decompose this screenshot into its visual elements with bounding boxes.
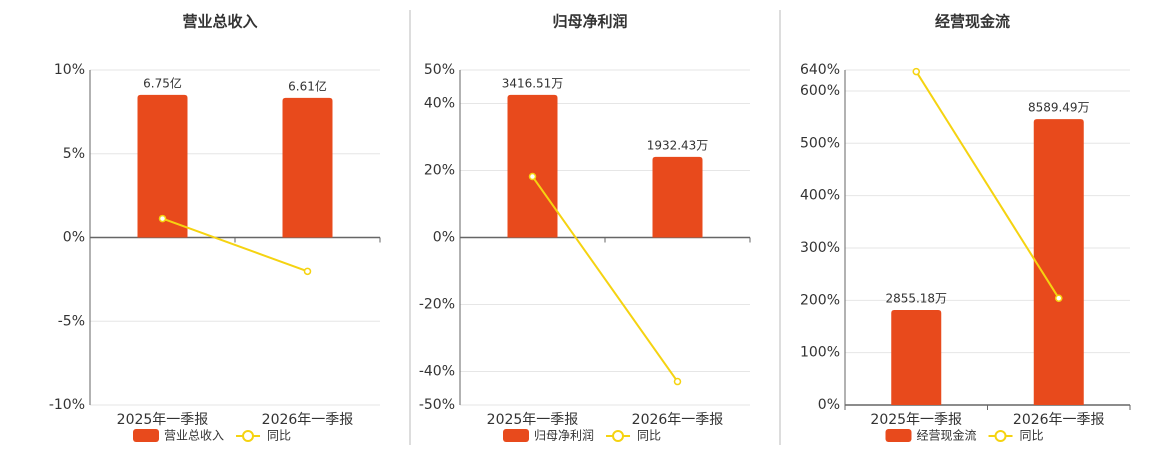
y-tick-label: 100% — [800, 345, 840, 361]
line — [915, 71, 1060, 299]
y-tick-label: 20% — [424, 163, 455, 179]
bar — [137, 94, 188, 238]
x-tick-label: 2026年一季报 — [1013, 412, 1105, 428]
data-label: 1932.43万 — [647, 138, 709, 152]
y-tick-label: 600% — [800, 83, 840, 99]
x-tick-label: 2025年一季报 — [117, 412, 209, 428]
legend-swatch — [503, 429, 529, 442]
y-tick-label: 200% — [800, 292, 840, 308]
line — [531, 175, 679, 383]
bar — [1033, 119, 1084, 406]
y-tick-label: 50% — [424, 62, 455, 78]
legend-label: 同比 — [267, 429, 291, 443]
y-tick-label: -10% — [49, 397, 85, 413]
legend-label: 经营现金流 — [917, 428, 977, 443]
legend-label: 同比 — [637, 429, 661, 443]
y-tick-label: -40% — [419, 364, 455, 380]
chart-title: 归母净利润 — [552, 13, 627, 31]
y-tick-label: 640% — [800, 62, 840, 78]
y-tick-label: -20% — [419, 297, 455, 313]
point — [528, 172, 537, 181]
bar — [507, 94, 558, 238]
x-tick-label: 2026年一季报 — [262, 412, 354, 428]
point — [912, 67, 920, 76]
legend-label: 营业总收入 — [164, 429, 224, 443]
point — [303, 267, 312, 276]
bar — [282, 97, 333, 238]
y-tick-label: 5% — [63, 146, 85, 162]
point — [158, 214, 167, 223]
data-label: 6.61亿 — [288, 78, 327, 93]
y-tick-label: 400% — [800, 188, 840, 204]
legend-swatch — [885, 429, 912, 442]
x-tick-label: 2025年一季报 — [870, 412, 962, 428]
y-tick-label: 0% — [818, 397, 840, 413]
data-label: 2855.18万 — [885, 291, 947, 305]
legend-swatch — [994, 430, 1007, 442]
bar — [891, 309, 942, 405]
y-tick-label: 40% — [424, 96, 455, 112]
point — [1055, 294, 1063, 302]
y-tick-label: 10% — [54, 62, 85, 78]
y-tick-label: -5% — [58, 313, 85, 329]
x-tick-label: 2025年一季报 — [487, 412, 579, 428]
y-tick-label: 0% — [433, 230, 455, 246]
y-tick-label: -50% — [419, 397, 455, 413]
data-label: 3416.51万 — [502, 76, 564, 90]
chart-title: 经营现金流 — [935, 13, 1010, 31]
y-tick-label: 300% — [800, 240, 840, 256]
y-tick-label: 500% — [800, 135, 840, 151]
legend-swatch — [133, 429, 159, 442]
data-label: 6.75亿 — [143, 75, 182, 90]
legend-label: 归母净利润 — [534, 429, 594, 443]
data-label: 8589.49万 — [1028, 101, 1090, 115]
y-tick-label: 0% — [63, 230, 85, 246]
point — [673, 377, 682, 386]
line — [162, 217, 308, 273]
legend-swatch — [612, 430, 625, 442]
x-tick-label: 2026年一季报 — [632, 412, 724, 428]
bar — [652, 156, 703, 238]
legend-label: 同比 — [1020, 429, 1044, 443]
legend-swatch — [242, 430, 255, 442]
chart-title: 营业总收入 — [182, 13, 257, 31]
